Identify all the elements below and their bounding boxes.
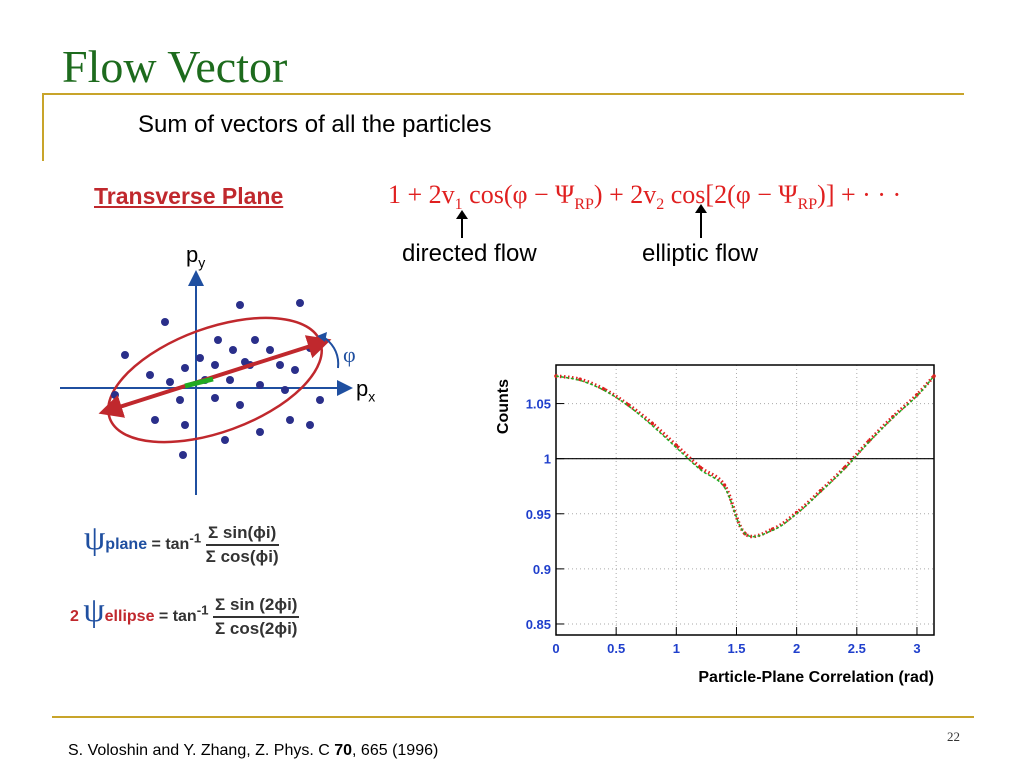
y-axis-label: Counts — [495, 379, 512, 434]
y-tick-label: 0.85 — [526, 617, 551, 632]
elliptic-flow-label: elliptic flow — [642, 240, 759, 267]
py-label: py — [186, 242, 206, 271]
px-label: px — [356, 376, 376, 405]
x-tick-label: 2 — [793, 641, 800, 656]
psi-ellipse-equation: 2 ψellipse = tan-1 Σ sin (2ϕi) Σ cos(2ϕi) — [70, 592, 300, 638]
x-tick-label: 0 — [552, 641, 559, 656]
phi-label: φi — [343, 342, 355, 367]
x-tick-label: 0.5 — [607, 641, 625, 656]
flow-vector — [98, 335, 332, 418]
transverse-plane-diagram: φi — [60, 270, 355, 495]
data-point — [932, 374, 936, 378]
psi-plane-equation: ψplane = tan-1 Σ sin(ϕi) Σ cos(ϕi) — [84, 520, 279, 566]
page-number: 22 — [947, 729, 960, 744]
x-tick-label: 2.5 — [848, 641, 866, 656]
phi-angle-arc — [324, 337, 340, 369]
title-rule-vertical — [42, 93, 44, 161]
series-dotted-line — [555, 374, 936, 539]
citation: S. Voloshin and Y. Zhang, Z. Phys. C 70,… — [68, 742, 439, 759]
directed-flow-label: directed flow — [402, 240, 537, 267]
correlation-chart: 0 0.5 1 1.5 2 2.5 3 0.85 0.9 0.95 1 1.05 Particle-Pl… — [495, 364, 936, 686]
data-point — [626, 402, 630, 407]
x-tick-label: 3 — [913, 641, 920, 656]
slide-title: Flow Vector — [62, 41, 288, 92]
flow-formula: 1 + 2v1 cos(φ − ΨRP) + 2v2 cos[2(φ − ΨRP… — [388, 180, 902, 214]
data-point — [818, 488, 823, 493]
title-rule — [42, 93, 964, 95]
data-point — [698, 465, 703, 470]
directed-flow-arrow — [456, 210, 468, 238]
y-tick-label: 0.95 — [526, 507, 551, 522]
plot-frame — [555, 364, 935, 636]
flow-ellipse — [107, 316, 323, 444]
data-point — [650, 421, 655, 426]
elliptic-flow-arrow — [695, 204, 707, 238]
y-tick-label: 1.05 — [526, 397, 551, 412]
green-vector — [184, 376, 214, 389]
y-tick-label: 1 — [544, 452, 551, 467]
series-line — [555, 375, 935, 538]
x-tick-label: 1 — [673, 641, 680, 656]
slide-subtitle: Sum of vectors of all the particles — [138, 111, 492, 138]
x-tick-label: 1.5 — [727, 641, 745, 656]
transverse-plane-heading: Transverse Plane — [94, 183, 284, 209]
x-axis-label: Particle-Plane Correlation (rad) — [698, 669, 934, 686]
footer-rule — [52, 716, 974, 718]
data-point — [722, 483, 727, 487]
y-tick-label: 0.9 — [533, 562, 551, 577]
